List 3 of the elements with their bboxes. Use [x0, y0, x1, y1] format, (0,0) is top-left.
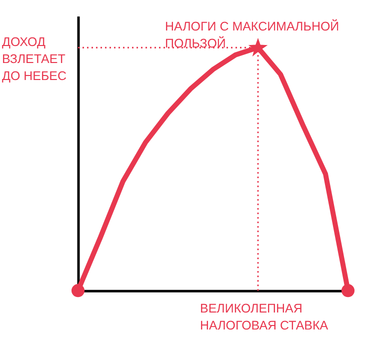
annotation: НАЛОГИ С МАКСИМАЛЬНОЙ ПОЛЬЗОЙ: [165, 18, 340, 51]
y-axis-title: ДОХОД ВЗЛЕТАЕТ ДО НЕБЕС: [2, 35, 67, 83]
x-axis-title: ВЕЛИКОЛЕПНАЯ НАЛОГОВАЯ СТАВКА: [200, 302, 329, 333]
